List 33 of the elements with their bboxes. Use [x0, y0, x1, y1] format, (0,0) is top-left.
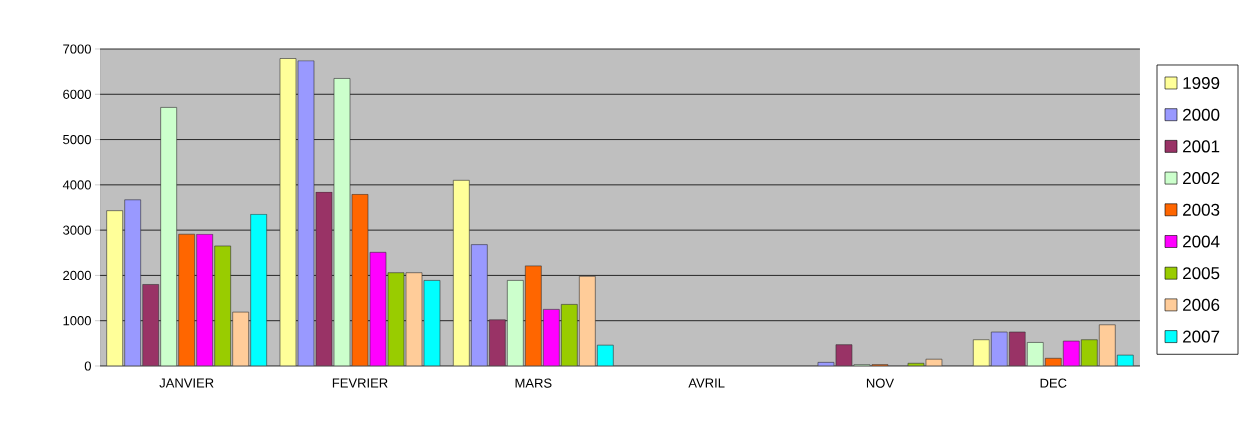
- legend-label: 2001: [1183, 140, 1220, 153]
- x-tick-label: FEVRIER: [332, 378, 388, 388]
- y-tick-label: 6000: [63, 89, 91, 99]
- legend-label: 2007: [1183, 330, 1220, 343]
- legend-label: 2003: [1183, 203, 1220, 216]
- x-tick-label: AVRIL: [688, 378, 725, 388]
- legend-label: 2005: [1183, 267, 1220, 280]
- x-tick-label: DEC: [1040, 378, 1067, 388]
- bar: [142, 284, 159, 366]
- bar: [453, 180, 470, 366]
- bar: [489, 319, 506, 366]
- y-tick-label: 1000: [63, 316, 91, 326]
- bar: [507, 280, 524, 366]
- legend-label: 2002: [1183, 172, 1220, 185]
- x-tick-label: NOV: [866, 378, 894, 388]
- y-tick-label: 3000: [63, 225, 91, 235]
- legend-label: 2000: [1183, 108, 1220, 121]
- y-tick-label: 4000: [62, 180, 91, 190]
- y-tick-label: 0: [84, 361, 91, 371]
- bar: [106, 210, 123, 366]
- x-tick-label: MARS: [515, 378, 552, 388]
- bar: [160, 107, 177, 366]
- x-tick-label: JANVIER: [159, 378, 214, 388]
- y-tick-label: 2000: [63, 270, 91, 281]
- y-tick-label: 7000: [63, 44, 91, 54]
- bar: [214, 245, 231, 366]
- bar: [471, 244, 488, 366]
- legend-label: 2004: [1183, 235, 1220, 248]
- bar: [561, 304, 578, 366]
- y-tick-label: 5000: [63, 134, 91, 145]
- bar: [124, 199, 141, 366]
- legend-label: 2006: [1183, 298, 1220, 311]
- legend-label: 1999: [1183, 76, 1220, 90]
